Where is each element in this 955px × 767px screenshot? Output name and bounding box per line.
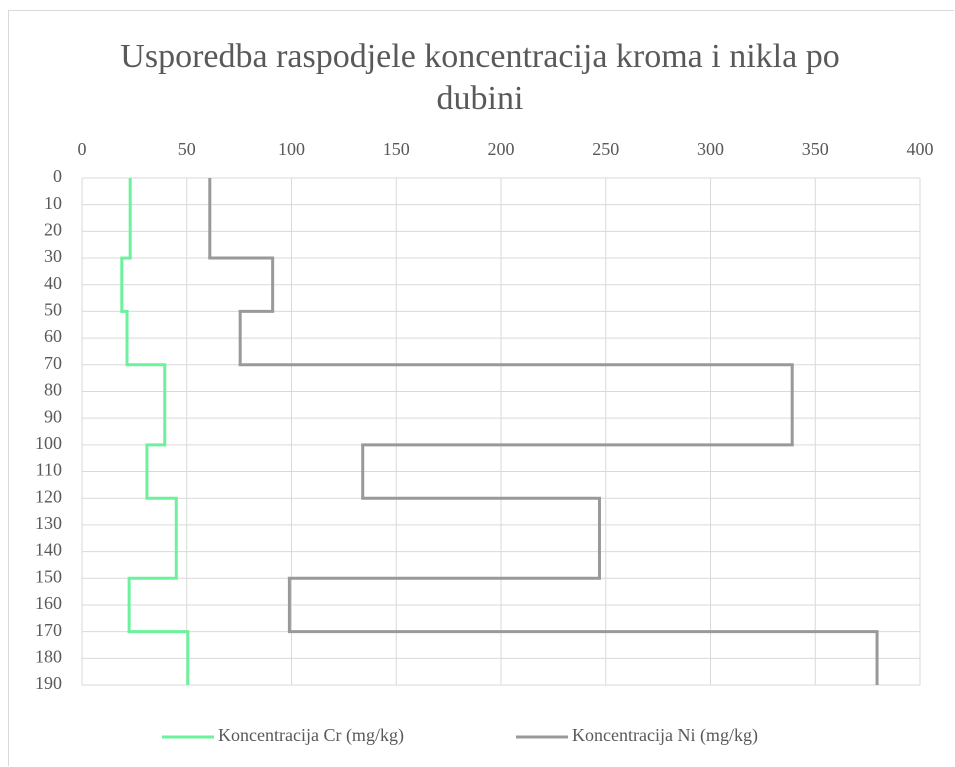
chart-frame	[8, 10, 954, 766]
y-tick-label: 50	[44, 300, 62, 320]
x-tick-label: 400	[907, 139, 934, 159]
y-tick-label: 160	[35, 593, 62, 613]
y-tick-label: 30	[44, 246, 62, 266]
y-tick-label: 40	[44, 273, 62, 293]
y-tick-label: 10	[44, 193, 62, 213]
x-tick-label: 350	[802, 139, 829, 159]
x-tick-label: 0	[78, 139, 87, 159]
y-tick-label: 130	[35, 513, 62, 533]
y-tick-label: 60	[44, 326, 62, 346]
legend-label: Koncentracija Ni (mg/kg)	[572, 725, 758, 746]
y-tick-label: 190	[35, 673, 62, 693]
y-tick-label: 150	[35, 566, 62, 586]
x-tick-label: 150	[383, 139, 410, 159]
y-tick-label: 170	[35, 620, 62, 640]
y-tick-label: 80	[44, 380, 62, 400]
x-tick-label: 250	[592, 139, 619, 159]
y-tick-label: 100	[35, 433, 62, 453]
y-tick-label: 110	[36, 460, 62, 480]
y-tick-label: 120	[35, 486, 62, 506]
x-tick-label: 100	[278, 139, 305, 159]
y-tick-label: 90	[44, 406, 62, 426]
chart-title: Usporedba raspodjele koncentracija kroma…	[120, 38, 840, 117]
y-tick-label: 70	[44, 353, 62, 373]
legend-label: Koncentracija Cr (mg/kg)	[218, 725, 404, 746]
y-tick-label: 180	[35, 646, 62, 666]
x-tick-label: 50	[178, 139, 196, 159]
x-tick-label: 200	[488, 139, 515, 159]
y-tick-label: 140	[35, 540, 62, 560]
x-tick-label: 300	[697, 139, 724, 159]
y-tick-label: 0	[53, 166, 62, 186]
y-tick-label: 20	[44, 219, 62, 239]
